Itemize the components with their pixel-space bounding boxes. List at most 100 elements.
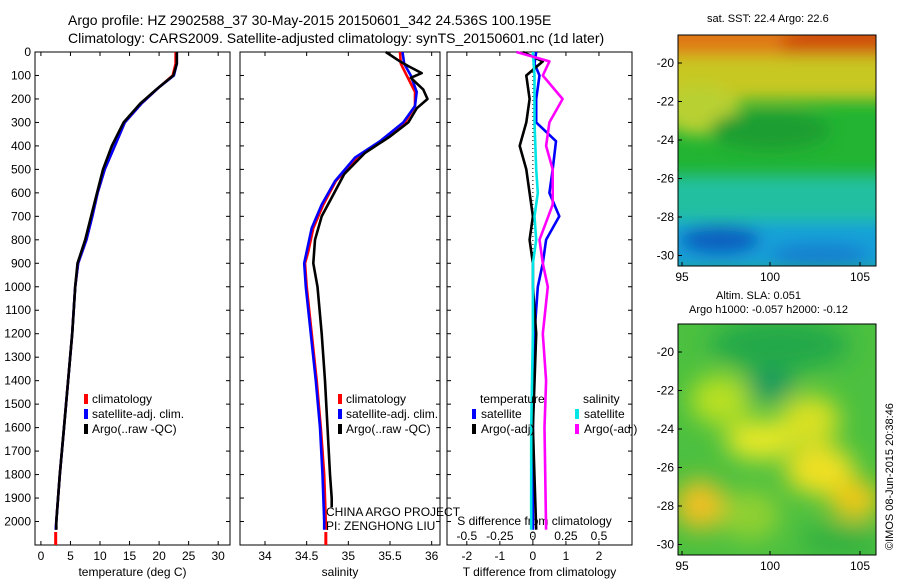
series-line (54, 52, 179, 530)
series-line (529, 51, 540, 530)
profile-panel-3: -2 -1 0 1 2 T difference from climatology S di… (446, 50, 633, 579)
legend-difference-panel: temperature salinitysatelliteArgo(-adj)sa… (472, 392, 637, 436)
x-axis-label: salinity (322, 565, 359, 579)
legend-entry: Argo(..raw -QC) (346, 422, 431, 436)
sst-map (678, 35, 876, 266)
sla-map-frame (677, 323, 877, 556)
y-tick-label: 1400 (4, 374, 31, 388)
sst-map-frame (677, 34, 877, 267)
profile-plots: 0100200300400500600700800900100011001200… (4, 45, 637, 579)
legend-entry: satellite-adj. clim. (346, 407, 438, 421)
series-line (518, 50, 545, 530)
x-tick-label: 0 (38, 549, 45, 563)
y-tick-label: 1800 (4, 468, 31, 482)
x-tick-label: 1 (563, 549, 570, 563)
figure-title-line2: Climatology: CARS2009. Satellite-adjuste… (68, 30, 605, 46)
x-tick-label: 36 (425, 549, 439, 563)
x-axis-label-top: S difference from climatology (457, 514, 612, 528)
figure-title-line1: Argo profile: HZ 2902588_37 30-May-2015 … (68, 12, 552, 28)
map-x-tick-label: 100 (760, 559, 780, 573)
map-axis-group: 95 100 105 -20 -22 -24 -26 -28 -30 (657, 345, 871, 573)
legend-entry: satellite (481, 407, 522, 421)
map-x-tick-label: 95 (675, 270, 689, 284)
legend-entry: climatology (92, 392, 152, 406)
map-x-tick-label: 95 (675, 559, 689, 573)
y-tick-label: 1500 (4, 397, 31, 411)
map-y-tick-label: -28 (657, 499, 675, 513)
x-tick-label-top: -0.5 (456, 529, 477, 543)
legend-entry: satellite-adj. clim. (92, 407, 184, 421)
x-tick-label: 25 (182, 549, 196, 563)
series-line (302, 51, 419, 530)
map-y-tick-label: -22 (657, 95, 675, 109)
map-y-tick-label: -26 (657, 172, 675, 186)
x-axis-label: T difference from climatology (463, 565, 617, 579)
map-y-tick-label: -20 (657, 345, 675, 359)
y-tick-label: 300 (11, 115, 31, 129)
y-tick-label: 900 (11, 256, 31, 270)
y-tick-label: 600 (11, 186, 31, 200)
x-tick-label: 15 (123, 549, 137, 563)
legend-entry: satellite (584, 407, 625, 421)
sla-label-1: Altim. SLA: 0.051 (716, 290, 801, 302)
x-tick-label: 0 (530, 549, 537, 563)
y-tick-label: 500 (11, 162, 31, 176)
profile-panel-1: 0100200300400500600700800900100011001200… (4, 45, 231, 579)
x-tick-label: 34 (258, 549, 272, 563)
map-y-tick-label: -22 (657, 384, 675, 398)
y-tick-label: 1000 (4, 280, 31, 294)
x-tick-label: -2 (461, 549, 472, 563)
profile-panel-2: 34 34.5 35 35.5 36 salinity (239, 50, 441, 579)
map-y-tick-label: -24 (657, 133, 675, 147)
map-y-tick-label: -24 (657, 422, 675, 436)
x-tick-label: 30 (212, 549, 226, 563)
x-tick-label: 2 (596, 549, 603, 563)
x-axis-label: temperature (deg C) (78, 565, 186, 579)
sla-map (678, 324, 876, 555)
y-tick-label: 700 (11, 209, 31, 223)
legend-entry: Argo(..raw -QC) (92, 422, 177, 436)
sst-map-label: sat. SST: 22.4 Argo: 22.6 (707, 13, 829, 25)
map-y-tick-label: -26 (657, 461, 675, 475)
y-tick-label: 0 (24, 45, 31, 59)
x-tick-label: 35 (342, 549, 356, 563)
y-tick-label: 1100 (5, 303, 31, 317)
x-tick-label: 34.5 (295, 549, 319, 563)
y-tick-label: 2000 (4, 515, 31, 529)
series-line (516, 50, 564, 530)
panel-frame (34, 51, 231, 546)
x-tick-label: 20 (152, 549, 166, 563)
x-tick-label-top: -0.25 (486, 529, 514, 543)
x-tick-label: -1 (495, 549, 506, 563)
map-x-tick-label: 105 (850, 270, 870, 284)
y-tick-label: 100 (11, 68, 31, 82)
y-tick-label: 800 (11, 233, 31, 247)
panel-frame (446, 51, 633, 546)
map-y-tick-label: -20 (657, 56, 675, 70)
map-y-tick-label: -30 (657, 249, 675, 263)
legend-title: temperature (480, 392, 545, 406)
sla-label-2: Argo h1000: -0.057 h2000: -0.12 (689, 304, 849, 316)
legend-entry: climatology (346, 392, 406, 406)
y-tick-label: 1200 (4, 327, 31, 341)
imos-timestamp: ©IMOS 08-Jun-2015 20:38:46 (884, 403, 896, 550)
y-tick-label: 1700 (4, 444, 31, 458)
y-tick-label: 200 (11, 92, 31, 106)
map-y-tick-label: -30 (657, 538, 675, 552)
x-tick-label: 5 (67, 549, 74, 563)
x-tick-label-top: 0.5 (591, 529, 608, 543)
y-tick-label: 400 (11, 139, 31, 153)
y-tick-label: 1300 (4, 350, 31, 364)
legend-entry: Argo(-adj) (481, 422, 534, 436)
map-axis-group: 95 100 105 -20 -22 -24 -26 -28 -30 (657, 56, 871, 284)
credit-pi: PI: ZENGHONG LIU (326, 519, 436, 533)
series-line (311, 50, 429, 508)
legend-title: salinity (583, 392, 620, 406)
credit-project: CHINA ARGO PROJECT (326, 505, 461, 519)
y-tick-label: 1900 (4, 491, 31, 505)
panel-frame (239, 51, 441, 546)
map-x-tick-label: 105 (850, 559, 870, 573)
